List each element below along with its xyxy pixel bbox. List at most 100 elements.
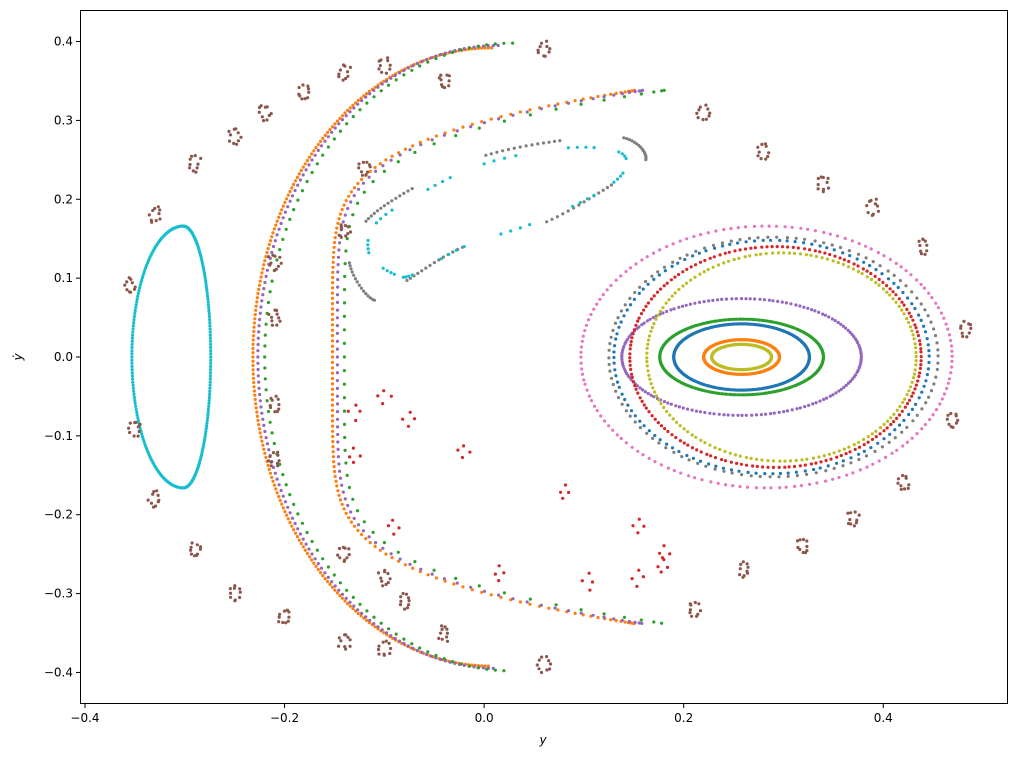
data-point <box>642 321 646 325</box>
data-point <box>732 257 736 262</box>
data-point <box>541 141 546 145</box>
data-point <box>434 56 438 61</box>
data-point <box>916 334 921 338</box>
x-axis-label: y <box>538 733 547 747</box>
data-point <box>547 50 551 54</box>
y-tick-label: 0.4 <box>54 35 73 49</box>
data-point <box>744 240 748 244</box>
data-point <box>798 538 802 542</box>
data-point <box>844 383 848 387</box>
data-point <box>934 408 939 412</box>
data-point <box>208 330 212 334</box>
data-point <box>846 328 850 332</box>
data-point <box>646 391 650 396</box>
data-point <box>506 147 511 152</box>
y-tick-label: 0.2 <box>54 192 73 206</box>
data-point <box>274 487 278 491</box>
data-point <box>252 380 256 385</box>
data-point <box>330 408 335 412</box>
data-point <box>275 477 279 481</box>
data-point <box>617 396 621 400</box>
data-point <box>206 413 210 417</box>
data-point <box>634 323 638 327</box>
data-point <box>904 269 908 273</box>
data-point <box>337 233 341 237</box>
data-point <box>277 227 281 231</box>
data-point <box>919 302 923 306</box>
data-point <box>153 504 158 508</box>
data-point <box>301 83 305 87</box>
data-point <box>579 102 583 106</box>
data-point <box>844 326 848 330</box>
data-point <box>338 581 342 585</box>
data-point <box>434 134 439 138</box>
data-point <box>296 527 300 531</box>
data-point <box>270 279 274 283</box>
data-point <box>330 366 335 370</box>
data-point <box>419 567 423 571</box>
data-point <box>733 453 738 457</box>
data-point <box>742 574 746 578</box>
data-point <box>268 471 273 475</box>
data-point <box>645 319 650 323</box>
data-point <box>208 371 213 375</box>
data-point <box>911 318 915 322</box>
data-point <box>338 116 342 120</box>
data-point <box>335 347 339 351</box>
data-point <box>672 469 677 473</box>
data-point <box>416 271 420 275</box>
data-point <box>914 363 918 367</box>
data-point <box>326 135 330 139</box>
data-point <box>795 407 799 411</box>
data-point <box>333 236 337 240</box>
data-point <box>583 329 587 333</box>
data-point <box>632 328 637 332</box>
data-point <box>796 545 800 550</box>
data-point <box>853 510 857 514</box>
data-point <box>693 600 697 605</box>
data-point <box>641 287 645 291</box>
data-point <box>907 398 912 402</box>
data-point <box>366 217 371 221</box>
data-point <box>799 226 803 230</box>
data-point <box>304 542 308 546</box>
data-point <box>434 656 438 660</box>
data-point <box>132 392 136 396</box>
data-point <box>771 465 776 469</box>
data-point <box>851 471 855 475</box>
data-point <box>765 245 769 249</box>
data-point <box>314 564 318 569</box>
data-point <box>926 314 930 318</box>
data-point <box>335 331 339 335</box>
data-point <box>554 603 558 607</box>
data-point <box>267 448 271 452</box>
data-point <box>795 539 800 543</box>
data-point <box>573 611 577 616</box>
data-point <box>460 455 464 460</box>
data-point <box>919 363 923 367</box>
data-point <box>354 403 358 407</box>
data-point <box>826 186 831 190</box>
data-point <box>140 275 144 280</box>
data-point <box>759 413 764 417</box>
data-point <box>869 271 873 276</box>
data-point <box>784 485 788 489</box>
data-point <box>733 249 737 253</box>
data-point <box>830 317 835 321</box>
data-point <box>203 434 207 439</box>
data-point <box>652 395 656 399</box>
data-point <box>346 108 350 112</box>
data-point <box>821 187 826 191</box>
data-point <box>650 274 654 278</box>
data-point <box>738 393 742 397</box>
data-point <box>402 642 406 646</box>
data-point <box>888 432 892 436</box>
data-point <box>406 644 410 648</box>
data-point <box>141 273 145 277</box>
data-point <box>351 115 355 119</box>
data-point <box>834 391 838 395</box>
data-point <box>518 110 523 114</box>
data-point <box>822 230 826 235</box>
data-point <box>386 571 390 576</box>
data-point <box>778 238 782 242</box>
